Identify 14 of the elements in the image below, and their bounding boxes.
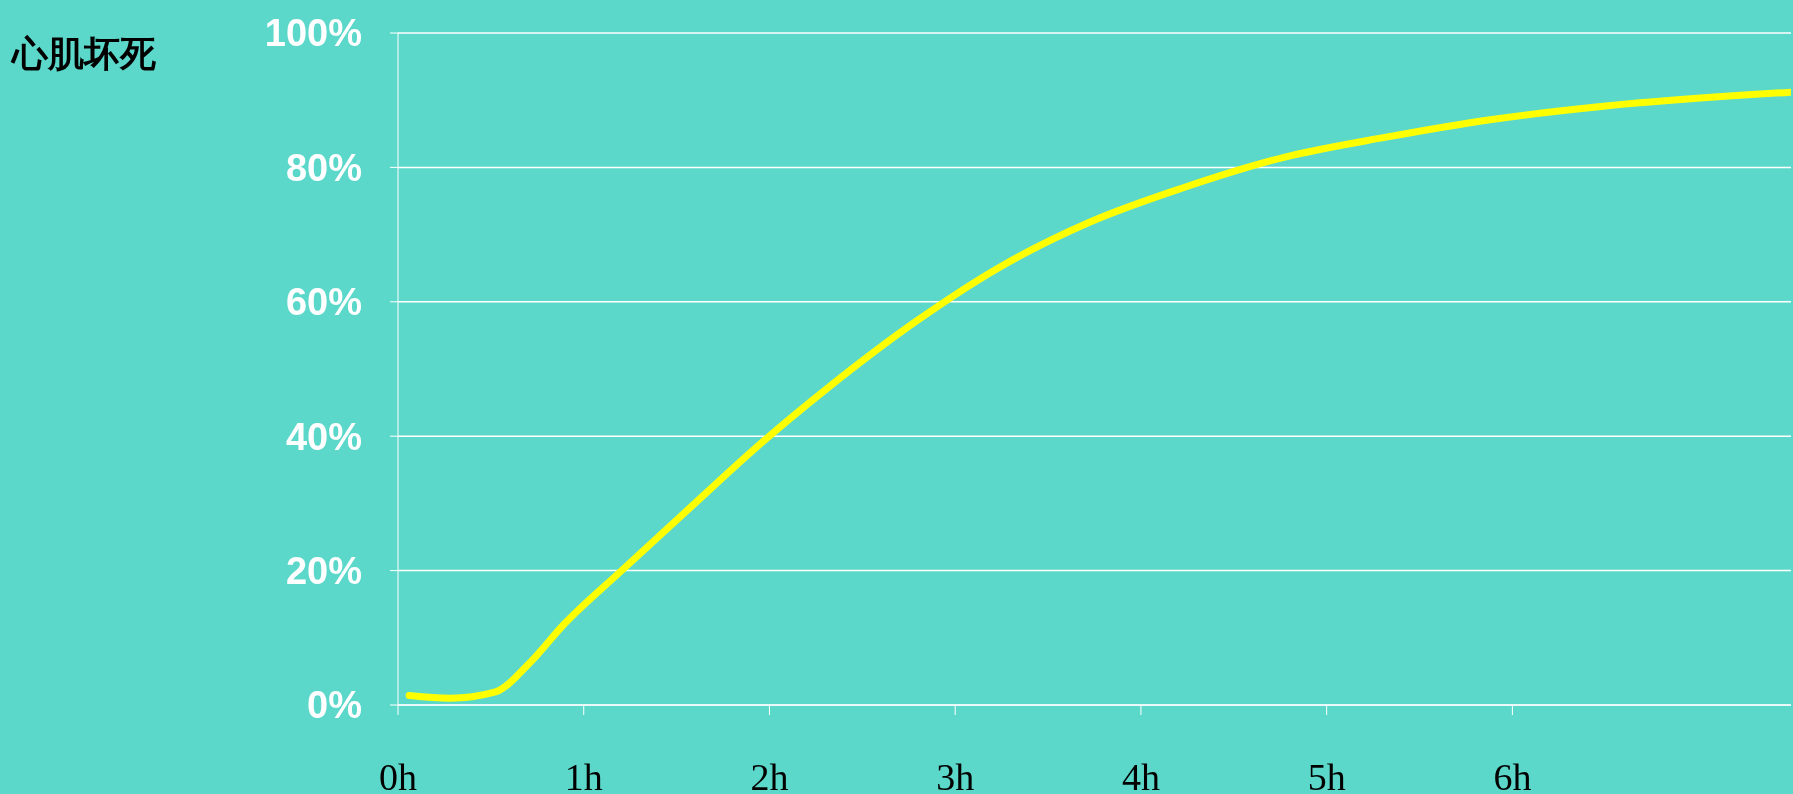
x-tick-label: 1h xyxy=(564,755,603,794)
y-tick-label: 0% xyxy=(307,684,362,727)
y-tick-label: 40% xyxy=(285,415,362,458)
x-tick-label: 4h xyxy=(1121,755,1160,794)
x-tick-label: 5h xyxy=(1307,755,1346,794)
x-tick-label: 2h xyxy=(750,755,789,794)
x-tick-label: 3h xyxy=(936,755,975,794)
y-tick-label: 80% xyxy=(285,146,362,189)
y-tick-label: 20% xyxy=(285,550,362,593)
x-tick-label: 6h xyxy=(1493,755,1532,794)
y-tick-label: 60% xyxy=(285,281,362,324)
y-axis-title: 心肌坏死 xyxy=(12,32,156,76)
y-tick-label: 100% xyxy=(264,12,362,55)
x-tick-label: 0h xyxy=(379,755,417,794)
